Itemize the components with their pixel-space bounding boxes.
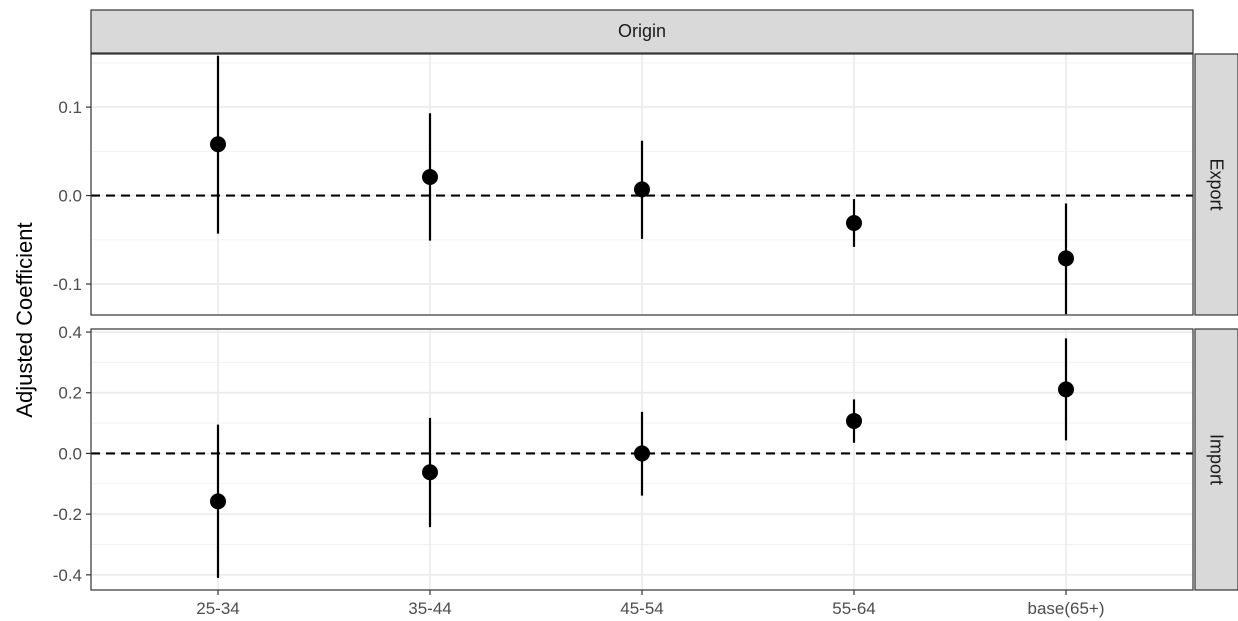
y-tick-label: -0.2	[53, 505, 82, 524]
data-point	[846, 412, 862, 429]
y-tick-label: 0.0	[58, 187, 82, 206]
panels-layer: -0.1 0.0 0.1 Export -0.4 -0.2 0.0 0.2 0.4 Import	[53, 53, 1238, 591]
data-point	[1058, 250, 1074, 267]
data-point	[422, 464, 438, 481]
y-tick-label: -0.1	[53, 275, 82, 294]
data-point	[210, 136, 226, 153]
x-tick-label: 25-34	[196, 599, 239, 618]
data-point	[210, 493, 226, 510]
facet-strip-label-import: Import	[1207, 434, 1227, 485]
y-tick-label: -0.4	[53, 566, 82, 585]
y-tick-label: 0.0	[58, 444, 82, 463]
panel-import: -0.4 -0.2 0.0 0.2 0.4 Import	[53, 323, 1238, 591]
facet-strip-right	[1194, 53, 1238, 316]
y-tick-label: 0.1	[58, 98, 82, 117]
panel-export: -0.1 0.0 0.1 Export	[53, 53, 1238, 316]
facet-strip-label-export: Export	[1207, 158, 1227, 210]
facet-strip-label-origin: Origin	[618, 21, 666, 41]
x-tick-label: 35-44	[408, 599, 451, 618]
y-tick-label: 0.2	[58, 384, 82, 403]
data-point	[1058, 381, 1074, 398]
x-tick-label: 45-54	[620, 599, 663, 618]
data-point	[634, 445, 650, 462]
x-axis: 25-34 35-44 45-54 55-64 base(65+)	[196, 590, 1105, 618]
x-tick-label: 55-64	[832, 599, 875, 618]
facet-strip-right	[1194, 328, 1238, 591]
data-point	[846, 214, 862, 231]
y-axis-title: Adjusted Coefficient	[12, 222, 37, 417]
x-tick-label: base(65+)	[1027, 599, 1104, 618]
panel-border	[90, 53, 1194, 316]
data-point	[634, 181, 650, 198]
data-point	[422, 168, 438, 185]
facet-strip-top	[90, 9, 1194, 54]
y-tick-label: 0.4	[58, 323, 82, 342]
